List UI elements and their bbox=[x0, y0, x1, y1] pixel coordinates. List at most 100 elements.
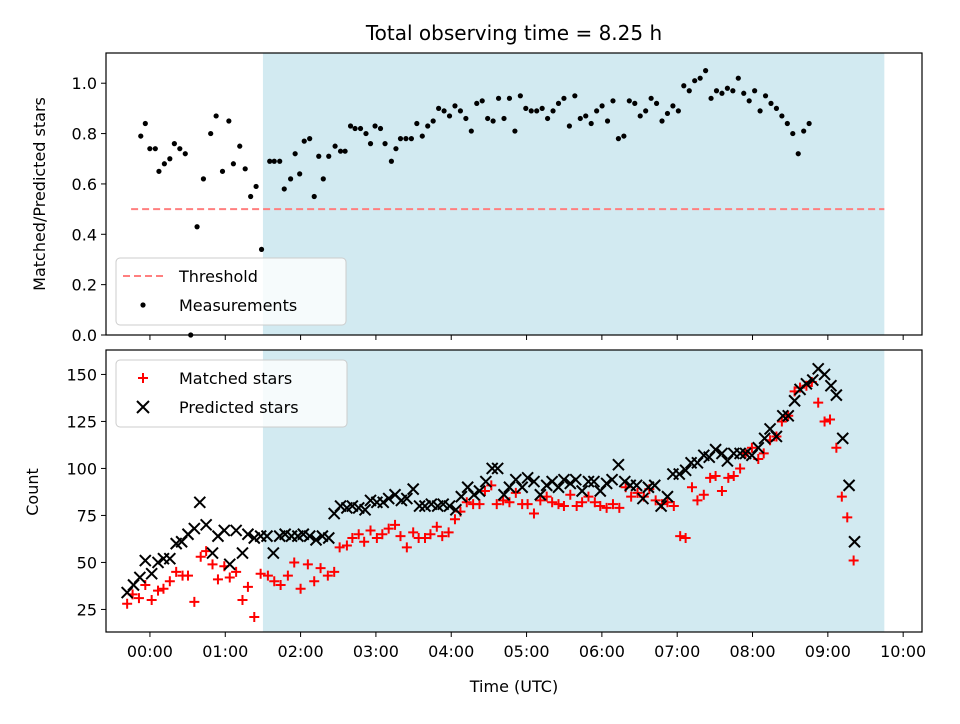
data-point bbox=[249, 611, 260, 622]
data-point bbox=[681, 83, 687, 89]
chart-title: Total observing time = 8.25 h bbox=[365, 21, 662, 45]
data-point bbox=[479, 98, 485, 104]
data-point bbox=[836, 491, 847, 502]
data-point bbox=[485, 115, 491, 122]
axes-frame bbox=[105, 52, 923, 336]
data-point bbox=[237, 595, 248, 606]
series-measurements bbox=[138, 68, 812, 338]
data-point bbox=[575, 484, 589, 498]
data-point bbox=[437, 531, 448, 542]
data-point bbox=[686, 88, 692, 94]
data-point bbox=[819, 416, 830, 427]
data-point bbox=[776, 409, 789, 423]
data-point bbox=[473, 484, 486, 498]
data-point bbox=[601, 502, 612, 513]
data-point bbox=[587, 475, 601, 488]
data-point bbox=[724, 85, 730, 91]
data-point bbox=[528, 508, 539, 519]
data-point bbox=[659, 118, 665, 124]
data-point bbox=[382, 141, 388, 147]
data-point bbox=[842, 512, 853, 523]
data-point bbox=[377, 529, 388, 540]
data-point bbox=[535, 495, 546, 506]
x-tick-label: 02:00 bbox=[278, 642, 324, 661]
data-point bbox=[813, 397, 824, 408]
data-point bbox=[604, 118, 611, 124]
data-point bbox=[359, 536, 370, 547]
data-point bbox=[561, 95, 567, 101]
data-point bbox=[588, 120, 594, 127]
data-point bbox=[292, 151, 298, 157]
data-point bbox=[679, 464, 692, 477]
data-point bbox=[621, 133, 627, 139]
data-point bbox=[746, 442, 757, 453]
data-point bbox=[692, 78, 698, 84]
data-point bbox=[401, 542, 412, 553]
data-point bbox=[544, 115, 551, 122]
data-point bbox=[632, 487, 643, 498]
data-point bbox=[322, 531, 335, 545]
data-point bbox=[673, 467, 686, 481]
data-point bbox=[138, 133, 144, 139]
data-point bbox=[258, 246, 265, 252]
data-point bbox=[390, 519, 401, 530]
data-point bbox=[643, 108, 649, 114]
data-point bbox=[414, 120, 420, 127]
data-point bbox=[626, 98, 632, 104]
data-point bbox=[612, 458, 625, 471]
data-point bbox=[589, 497, 600, 508]
data-point bbox=[229, 524, 243, 537]
data-point bbox=[140, 580, 151, 590]
data-point bbox=[836, 432, 849, 445]
y-tick-label: 0.6 bbox=[72, 175, 97, 194]
data-point bbox=[486, 480, 497, 491]
data-point bbox=[425, 123, 431, 129]
data-point bbox=[547, 497, 558, 508]
data-point bbox=[607, 499, 618, 510]
data-point bbox=[213, 113, 219, 119]
data-point bbox=[461, 497, 472, 508]
data-point bbox=[167, 156, 173, 162]
data-point bbox=[315, 563, 326, 574]
data-point bbox=[534, 488, 547, 501]
data-point bbox=[741, 90, 747, 96]
data-point bbox=[485, 462, 499, 475]
data-point bbox=[182, 151, 188, 157]
data-point bbox=[332, 143, 338, 149]
data-point bbox=[326, 153, 332, 159]
data-point bbox=[540, 479, 553, 492]
data-point bbox=[436, 105, 442, 111]
data-point bbox=[226, 118, 232, 124]
data-point bbox=[397, 136, 404, 142]
data-point bbox=[357, 125, 364, 132]
data-point bbox=[163, 552, 177, 565]
x-tick-label: 08:00 bbox=[729, 642, 775, 661]
data-point bbox=[200, 176, 207, 182]
data-point bbox=[650, 495, 661, 506]
data-point bbox=[288, 176, 294, 182]
shaded-region bbox=[262, 350, 885, 632]
data-point bbox=[788, 394, 801, 407]
data-point bbox=[341, 540, 352, 551]
top-panel: 0.0 0.2 0.4 0.6 0.8 1.0 Threshold Measurements bbox=[72, 52, 923, 345]
data-point bbox=[735, 463, 746, 474]
data-point bbox=[806, 120, 812, 127]
data-point bbox=[322, 570, 333, 581]
data-point bbox=[182, 570, 193, 581]
data-point bbox=[307, 136, 313, 142]
data-point bbox=[282, 570, 293, 581]
data-point bbox=[479, 486, 490, 496]
data-point bbox=[618, 475, 631, 488]
data-point bbox=[342, 148, 348, 154]
data-point bbox=[195, 551, 206, 562]
data-point bbox=[171, 566, 182, 577]
data-point bbox=[705, 472, 716, 483]
y-tick-label: 1.0 bbox=[72, 74, 97, 93]
data-point bbox=[565, 489, 576, 500]
data-point bbox=[420, 533, 431, 543]
data-point bbox=[555, 100, 562, 106]
data-point bbox=[698, 489, 709, 500]
data-point bbox=[177, 146, 183, 152]
data-point bbox=[664, 110, 671, 117]
data-point bbox=[467, 488, 481, 501]
